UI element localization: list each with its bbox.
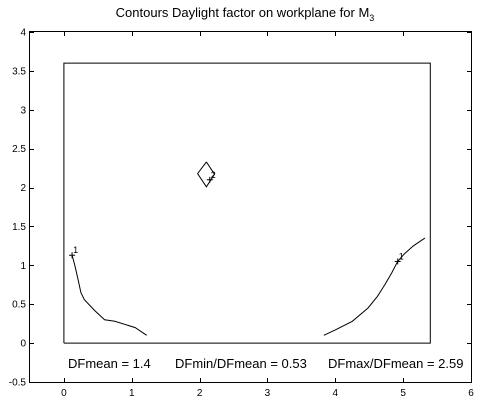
room-outline — [63, 62, 431, 344]
contour-label: 2 — [211, 170, 216, 180]
x-tick-label: 4 — [333, 388, 339, 399]
y-tick-label: -0.5 — [9, 378, 27, 389]
y-tick-label: 4 — [20, 28, 26, 39]
y-axis-ticks: -0.5 0 0.5 1 1.5 2 2.5 3 3.5 4 — [9, 28, 471, 389]
contour-label: 1 — [399, 251, 404, 261]
x-tick-label: 5 — [400, 388, 406, 399]
x-tick-label: 1 — [129, 388, 135, 399]
y-tick-label: 2 — [20, 183, 26, 194]
x-tick-label: 2 — [197, 388, 203, 399]
contour-label: 1 — [73, 245, 78, 255]
y-tick-label: 0.5 — [12, 300, 26, 311]
y-tick-label: 1 — [20, 261, 26, 272]
annotation-dfmin-ratio: DFmin/DFmean = 0.53 — [175, 356, 307, 371]
y-tick-label: 1.5 — [12, 222, 26, 233]
df-annotations: DFmean = 1.4 DFmin/DFmean = 0.53 DFmax/D… — [68, 356, 463, 371]
y-tick-label: 3 — [20, 105, 26, 116]
x-tick-label: 6 — [468, 388, 474, 399]
y-tick-label: 3.5 — [12, 66, 26, 77]
chart-title-main: Contours Daylight factor on workplane fo… — [116, 5, 370, 20]
annotation-dfmax-ratio: DFmax/DFmean = 2.59 — [328, 356, 463, 371]
chart-title-subscript: 3 — [369, 13, 374, 23]
plot-area-frame — [29, 31, 472, 383]
contour-line-1 — [71, 255, 147, 336]
x-axis-ticks: 0 1 2 3 4 5 6 — [61, 32, 474, 399]
y-tick-label: 2.5 — [12, 144, 26, 155]
x-tick-label: 0 — [61, 388, 67, 399]
plot-content: 1 1 2 — [63, 62, 431, 344]
annotation-df-mean: DFmean = 1.4 — [68, 356, 151, 371]
chart-title: Contours Daylight factor on workplane fo… — [116, 5, 375, 23]
x-tick-label: 3 — [265, 388, 271, 399]
contour-line-3 — [196, 161, 216, 188]
contour-line-2 — [323, 237, 426, 336]
y-tick-label: 0 — [20, 339, 26, 350]
